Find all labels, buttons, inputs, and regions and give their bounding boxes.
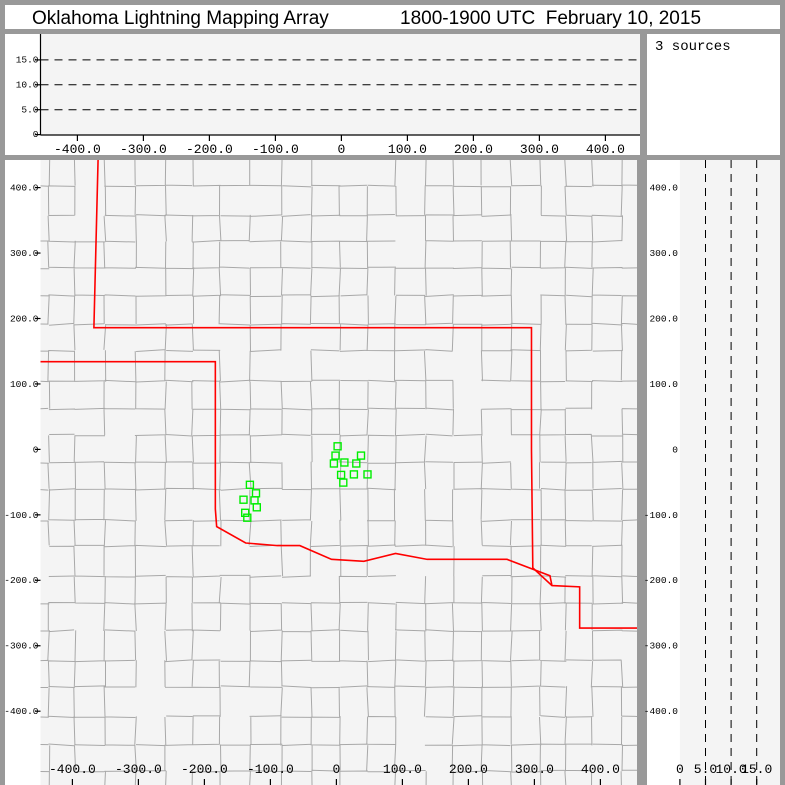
svg-text:-100.0: -100.0 bbox=[247, 762, 294, 777]
svg-text:0: 0 bbox=[332, 762, 340, 777]
svg-text:-400.0: -400.0 bbox=[644, 706, 679, 717]
svg-text:-100.0: -100.0 bbox=[644, 510, 679, 521]
svg-text:3 sources: 3 sources bbox=[655, 39, 731, 55]
svg-text:400.0: 400.0 bbox=[586, 142, 625, 157]
svg-text:400.0: 400.0 bbox=[581, 762, 620, 777]
svg-text:15.0: 15.0 bbox=[741, 762, 772, 777]
svg-text:10.0: 10.0 bbox=[16, 79, 39, 90]
svg-text:300.0: 300.0 bbox=[649, 248, 678, 259]
svg-text:-300.0: -300.0 bbox=[120, 142, 167, 157]
svg-text:300.0: 300.0 bbox=[10, 248, 39, 259]
svg-text:0: 0 bbox=[33, 129, 39, 140]
svg-text:-400.0: -400.0 bbox=[4, 706, 39, 717]
svg-text:0: 0 bbox=[33, 444, 39, 455]
svg-text:100.0: 100.0 bbox=[388, 142, 427, 157]
svg-text:0: 0 bbox=[672, 444, 678, 455]
svg-text:-200.0: -200.0 bbox=[181, 762, 228, 777]
svg-text:15.0: 15.0 bbox=[16, 55, 39, 66]
svg-text:-100.0: -100.0 bbox=[252, 142, 299, 157]
svg-text:0: 0 bbox=[337, 142, 345, 157]
svg-text:-200.0: -200.0 bbox=[644, 575, 679, 586]
svg-text:-100.0: -100.0 bbox=[4, 510, 39, 521]
svg-text:100.0: 100.0 bbox=[10, 379, 39, 390]
svg-text:200.0: 200.0 bbox=[649, 313, 678, 324]
svg-text:200.0: 200.0 bbox=[449, 762, 488, 777]
svg-text:-400.0: -400.0 bbox=[49, 762, 96, 777]
svg-text:0: 0 bbox=[676, 762, 684, 777]
svg-text:-400.0: -400.0 bbox=[54, 142, 101, 157]
svg-text:5.0: 5.0 bbox=[21, 104, 38, 115]
svg-text:-300.0: -300.0 bbox=[4, 641, 39, 652]
svg-text:200.0: 200.0 bbox=[454, 142, 493, 157]
svg-text:100.0: 100.0 bbox=[383, 762, 422, 777]
svg-text:-300.0: -300.0 bbox=[115, 762, 162, 777]
svg-text:400.0: 400.0 bbox=[649, 183, 678, 194]
svg-text:400.0: 400.0 bbox=[10, 183, 39, 194]
svg-text:300.0: 300.0 bbox=[520, 142, 559, 157]
svg-text:5.0: 5.0 bbox=[694, 762, 717, 777]
svg-text:-300.0: -300.0 bbox=[644, 641, 679, 652]
svg-text:-200.0: -200.0 bbox=[4, 575, 39, 586]
svg-text:300.0: 300.0 bbox=[515, 762, 554, 777]
svg-text:1800-1900 UTC February 10, 20: 1800-1900 UTC February 10, 2015 bbox=[400, 8, 701, 29]
svg-text:200.0: 200.0 bbox=[10, 313, 39, 324]
svg-text:Oklahoma Lightning Mapping Arr: Oklahoma Lightning Mapping Array bbox=[32, 8, 329, 29]
svg-text:-200.0: -200.0 bbox=[186, 142, 233, 157]
svg-text:100.0: 100.0 bbox=[649, 379, 678, 390]
